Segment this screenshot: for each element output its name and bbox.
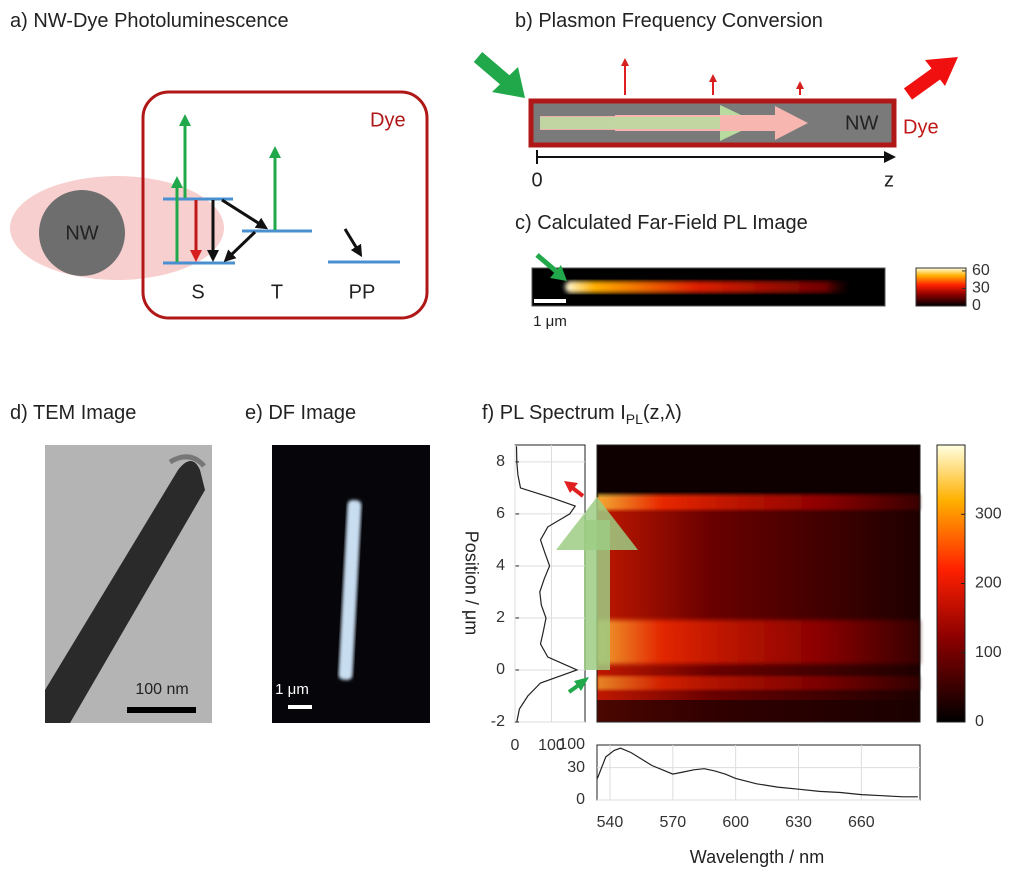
colorbar	[937, 445, 965, 722]
spectrum-axes	[597, 745, 920, 800]
y-tick-label: 0	[496, 661, 505, 678]
colorbar-tick-label: 100	[975, 644, 1002, 661]
dye-label: Dye	[370, 109, 406, 131]
y-tick-label: 8	[496, 453, 505, 470]
nw-label: NW	[845, 112, 878, 134]
x-tick-label: 570	[659, 814, 686, 831]
y-tick-label: 4	[496, 557, 505, 574]
y-tick-label: 0	[576, 791, 585, 808]
x-tick-label: 630	[785, 814, 812, 831]
nw-label: NW	[65, 222, 98, 244]
panel-title: c) Calculated Far-Field PL Image	[515, 212, 808, 234]
title-text: f) PL Spectrum I	[482, 402, 626, 424]
y-tick-label: 100	[558, 736, 585, 753]
x-tick-label: 660	[848, 814, 875, 831]
level-label: T	[271, 281, 283, 303]
heatmap	[597, 494, 920, 510]
panel-title: f) PL Spectrum IPL(z,λ)	[482, 402, 682, 427]
panel-title: d) TEM Image	[10, 402, 136, 424]
colorbar-tick-label: 60	[972, 262, 990, 279]
heatmap	[597, 620, 920, 664]
plasmon-arrow	[540, 117, 720, 129]
x-tick-label: 540	[597, 814, 624, 831]
panel-title: a) NW-Dye Photoluminescence	[10, 10, 289, 32]
title-text: (z,λ)	[643, 402, 682, 424]
axis-label: Wavelength / nm	[690, 847, 824, 867]
axis-label: Position / μm	[461, 531, 481, 635]
axis-label: z	[884, 169, 894, 191]
scale-label: 1 μm	[275, 681, 309, 698]
axis-label: 0	[531, 169, 542, 191]
figure: a) NW-Dye Photoluminescence NW Dye S T P…	[0, 0, 1015, 875]
level-label: S	[191, 281, 204, 303]
scale-label: 1 μm	[533, 313, 567, 330]
emission-arrows	[625, 62, 800, 95]
colorbar-tick-label: 200	[975, 575, 1002, 592]
pl-image	[565, 281, 855, 293]
y-tick-label: -2	[491, 713, 505, 730]
title-subscript: PL	[626, 411, 643, 427]
colorbar-tick-label: 0	[975, 713, 984, 730]
y-tick-label: 30	[567, 759, 585, 776]
y-tick-label: 2	[496, 609, 505, 626]
panel-title: e) DF Image	[245, 402, 356, 424]
x-tick-label: 600	[722, 814, 749, 831]
heatmap	[597, 676, 920, 690]
level-label: PP	[349, 281, 376, 303]
colorbar-tick-label: 0	[972, 297, 981, 314]
panel-title: b) Plasmon Frequency Conversion	[515, 10, 823, 32]
heatmap	[597, 700, 920, 722]
heatmap	[597, 445, 920, 497]
x-tick-label: 0	[511, 737, 520, 754]
dye-label: Dye	[903, 116, 939, 138]
colorbar-tick-label: 30	[972, 280, 990, 297]
colorbar	[916, 268, 966, 306]
scale-label: 100 nm	[135, 681, 188, 698]
emission-arrow	[908, 71, 940, 94]
colorbar-tick-label: 300	[975, 505, 1002, 522]
y-tick-label: 6	[496, 505, 505, 522]
